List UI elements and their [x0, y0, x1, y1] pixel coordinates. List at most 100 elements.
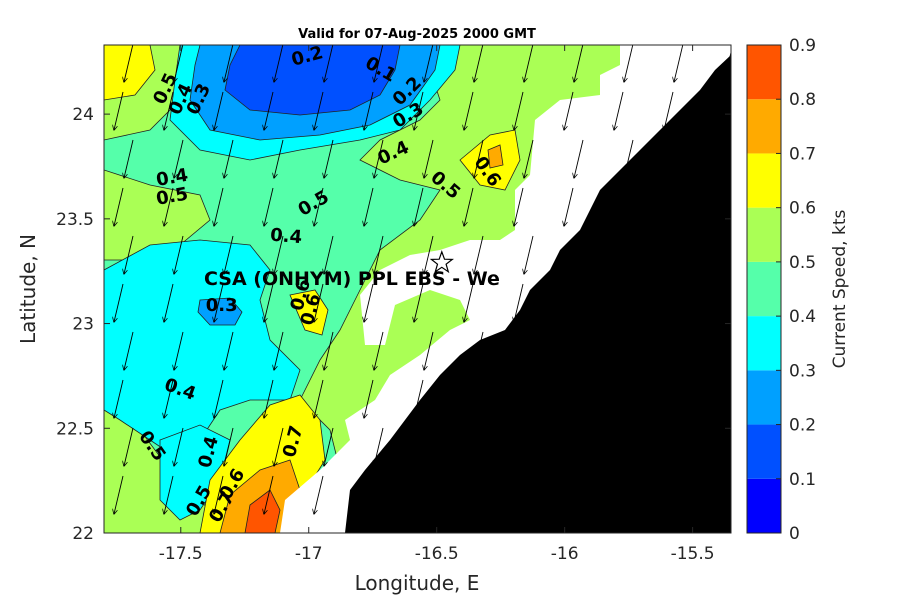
colorbar-swatch [747, 99, 781, 154]
current-arrow [714, 91, 724, 130]
current-arrow [474, 45, 484, 82]
colorbar-swatch [747, 45, 781, 100]
current-arrow [474, 427, 484, 466]
current-arrow [564, 187, 574, 226]
current-arrow [564, 91, 574, 130]
contour-label: 0.3 [206, 295, 238, 316]
current-arrow [114, 283, 124, 322]
current-arrow [114, 379, 124, 418]
y-tick-label: 24 [72, 105, 94, 125]
current-arrow [724, 338, 731, 370]
current-arrow [424, 331, 434, 370]
current-arrow [314, 475, 324, 514]
x-tick-label: -16 [551, 544, 579, 564]
current-arrow [464, 91, 474, 130]
map-title: Valid for 07-Aug-2025 2000 GMT [298, 27, 536, 42]
current-arrow [474, 331, 484, 370]
current-arrow [124, 331, 134, 370]
current-arrow [174, 139, 184, 178]
current-arrow [714, 475, 724, 514]
x-tick-label: -17.5 [159, 544, 203, 564]
current-arrow [424, 427, 434, 466]
current-arrow [124, 139, 134, 178]
current-arrow [464, 475, 474, 514]
current-arrow [264, 475, 274, 514]
current-arrow [114, 91, 124, 130]
current-arrow [324, 45, 334, 82]
current-arrow [474, 139, 484, 178]
current-arrow [524, 235, 534, 274]
colorbar-swatch [747, 316, 781, 371]
current-arrow [414, 283, 424, 322]
current-arrow [574, 331, 584, 370]
current-arrow [614, 379, 624, 418]
current-vectors [114, 45, 731, 514]
current-arrow [624, 235, 634, 274]
current-arrow [614, 475, 624, 514]
current-arrow [674, 139, 684, 178]
current-arrow [524, 139, 534, 178]
current-arrow [614, 187, 624, 226]
current-arrow [224, 427, 234, 466]
colorbar-swatch [747, 478, 781, 533]
current-arrow [214, 187, 224, 226]
current-arrow [414, 475, 424, 514]
current-arrow [524, 45, 534, 82]
contour-label: 0.4 [269, 225, 303, 249]
current-arrow [264, 91, 274, 130]
current-arrow [724, 242, 731, 274]
current-arrow [674, 235, 684, 274]
current-arrow [264, 283, 274, 322]
star-icon [429, 250, 454, 274]
current-arrow [574, 427, 584, 466]
current-arrow [364, 283, 374, 322]
current-arrow [614, 283, 624, 322]
current-arrow [574, 45, 584, 82]
current-arrow [514, 91, 524, 130]
current-arrow [714, 379, 724, 418]
current-arrow [314, 283, 324, 322]
current-arrow [114, 187, 124, 226]
current-arrow [474, 235, 484, 274]
y-tick-label: 23.5 [56, 210, 94, 230]
current-arrow [514, 379, 524, 418]
current-arrow [214, 475, 224, 514]
current-arrow [274, 331, 284, 370]
current-arrow [514, 187, 524, 226]
current-arrow [164, 475, 174, 514]
current-arrow [724, 434, 731, 466]
colorbar-tick-label: 0.9 [789, 36, 816, 56]
speed-band-0.6-0.7-west [104, 45, 156, 101]
current-arrow [364, 475, 374, 514]
current-arrow [164, 379, 174, 418]
current-arrow [674, 427, 684, 466]
current-arrow [374, 45, 384, 82]
colorbar-tick-label: 0.1 [789, 470, 816, 490]
current-arrow [714, 187, 724, 226]
current-arrow [124, 45, 134, 82]
current-arrow [724, 146, 731, 178]
y-axis-label: Latitude, N [16, 234, 40, 344]
current-arrow [314, 187, 324, 226]
plot-frame [103, 44, 732, 534]
current-arrow [364, 187, 374, 226]
current-arrow [224, 235, 234, 274]
current-arrow [324, 427, 334, 466]
current-arrow [514, 283, 524, 322]
current-arrow [174, 427, 184, 466]
current-arrow [624, 45, 634, 82]
current-arrow [664, 379, 674, 418]
current-arrow [224, 139, 234, 178]
current-arrow [124, 235, 134, 274]
speed-field [104, 45, 731, 533]
current-arrow [624, 331, 634, 370]
current-arrow [624, 427, 634, 466]
current-arrow [264, 379, 274, 418]
current-arrow [664, 91, 674, 130]
current-arrow [414, 187, 424, 226]
x-tick-label: -15.5 [671, 544, 715, 564]
current-arrow [414, 379, 424, 418]
colorbar-label: Current Speed, kts [830, 210, 850, 369]
current-arrow [514, 475, 524, 514]
